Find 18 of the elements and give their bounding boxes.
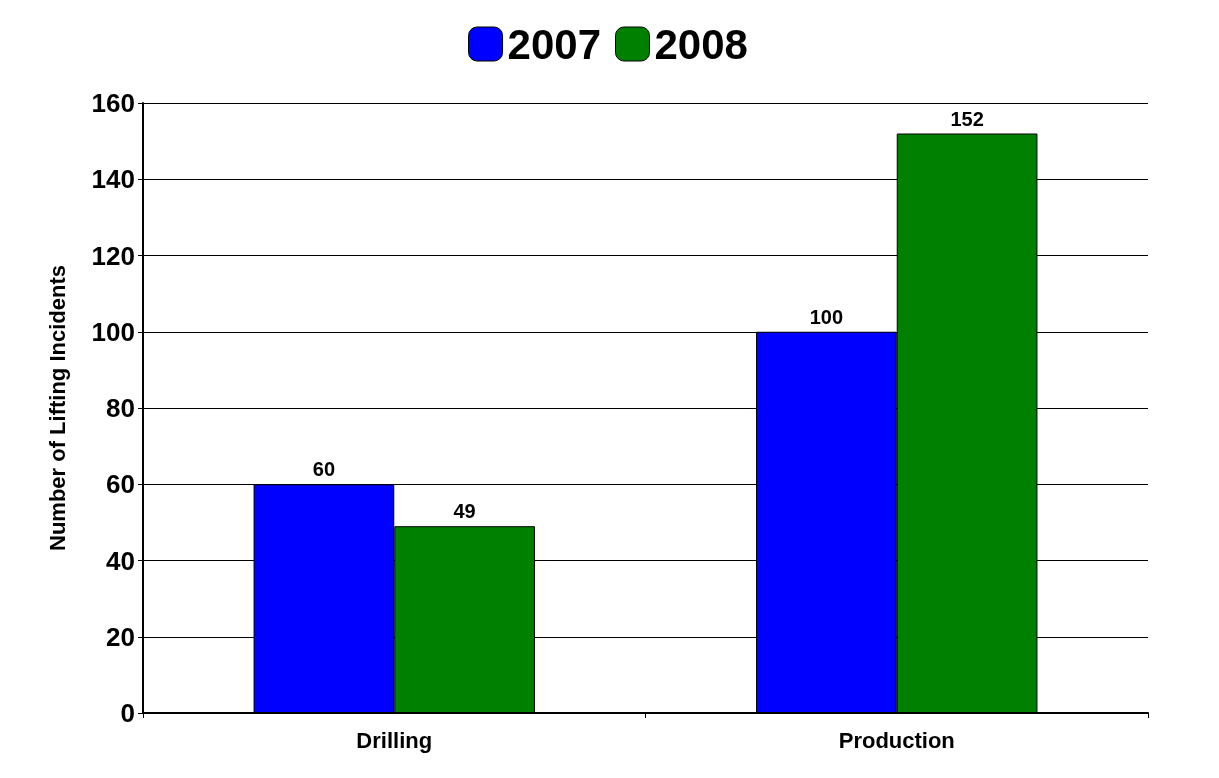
y-tick-label: 0 bbox=[120, 698, 135, 728]
legend-label: 2007 bbox=[507, 20, 601, 68]
y-tick-label: 160 bbox=[91, 88, 135, 118]
y-tick-label: 80 bbox=[106, 393, 135, 423]
data-label: 49 bbox=[453, 500, 476, 523]
y-tick-label: 140 bbox=[91, 164, 135, 195]
y-tick-label: 40 bbox=[106, 545, 135, 576]
data-label: 152 bbox=[950, 107, 984, 130]
y-tick-label: 120 bbox=[91, 240, 135, 271]
data-label: 60 bbox=[312, 458, 336, 481]
y-tick-label: 20 bbox=[106, 621, 135, 652]
y-tick-label: 60 bbox=[106, 469, 135, 500]
y-tick-label: 100 bbox=[91, 316, 135, 347]
legend-label: 2008 bbox=[654, 20, 748, 68]
y-axis-title: Number of Lifting Incidents bbox=[44, 265, 70, 551]
data-label: 100 bbox=[809, 305, 844, 328]
x-tick-label: Drilling bbox=[356, 727, 433, 753]
x-tick-label: Production bbox=[838, 727, 955, 753]
